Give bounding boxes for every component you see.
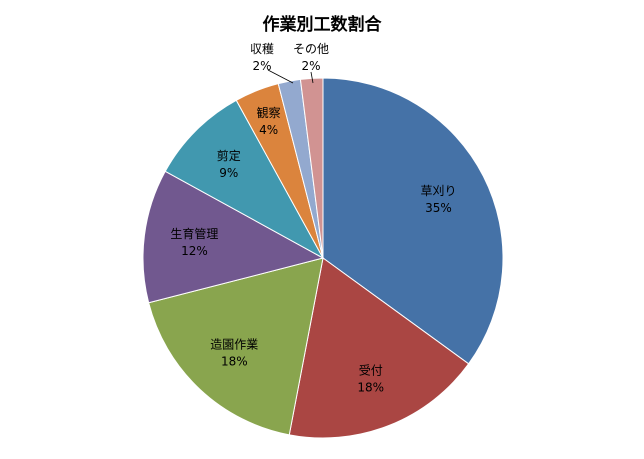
leader-line	[310, 71, 314, 84]
pie-slice	[164, 99, 325, 260]
slice-name-label: 収穫	[250, 42, 274, 56]
pie-slices	[142, 77, 504, 439]
slice-name-label: 観察	[257, 106, 281, 120]
slice-name-label: 造園作業	[210, 337, 258, 351]
slice-percent-label: 9%	[219, 166, 238, 180]
leader-lines	[267, 69, 314, 84]
slice-percent-label: 18%	[221, 354, 248, 368]
pie-slice	[142, 170, 325, 304]
pie-slice	[299, 77, 324, 259]
slice-name-label: 生育管理	[170, 226, 218, 241]
slice-percent-label: 2%	[252, 59, 271, 73]
pie-slice	[148, 257, 324, 436]
slice-percent-label: 2%	[301, 59, 320, 73]
pie-slice	[322, 77, 504, 365]
slice-percent-label: 12%	[181, 244, 208, 258]
slice-name-label: その他	[293, 42, 329, 56]
slice-name-label: 草刈り	[420, 184, 456, 198]
leader-line	[267, 69, 294, 84]
slice-percent-label: 18%	[357, 380, 384, 394]
slice-percent-label: 35%	[425, 201, 452, 215]
slice-name-label: 受付	[359, 363, 383, 377]
slice-percent-label: 4%	[259, 123, 278, 137]
slice-name-label: 剪定	[217, 148, 241, 163]
slice-labels: 草刈り 35% 受付 18% 造園作業 18% 生育管理 12% 剪定 9% 観察 4% 収穫 2% その他…	[170, 42, 456, 394]
chart-title: 作業別工数割合	[263, 14, 383, 35]
pie-slice	[288, 257, 470, 439]
